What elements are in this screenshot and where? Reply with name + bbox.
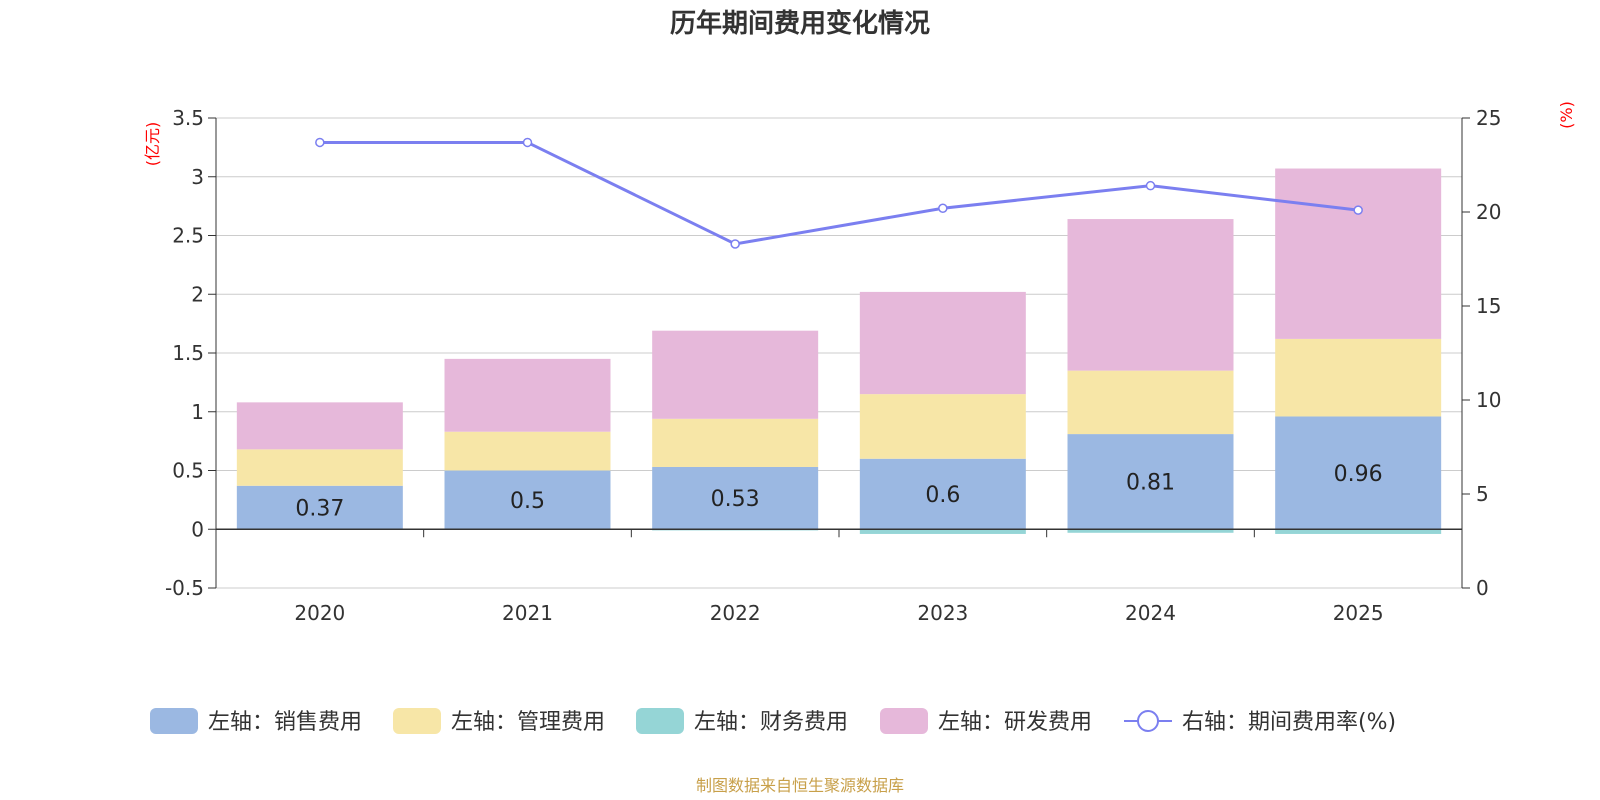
- gridlines: [216, 117, 1462, 589]
- legend-label: 右轴：期间费用率(%): [1182, 710, 1396, 735]
- bar-segment: [236, 402, 403, 450]
- axes: 3.5 3 2.5 2 1.5 1 0.5 0 -0.5 25 20 15 10 5 0 2020 2021 20…: [165, 106, 1501, 625]
- bar-segment: [1067, 219, 1234, 371]
- bar-segment: [652, 466, 819, 530]
- bar-segment: [1275, 168, 1442, 339]
- left-tick-label: 0.5: [172, 459, 204, 483]
- rate-point: [938, 203, 948, 213]
- left-tick-label: 3.5: [172, 106, 204, 130]
- bar-data-label: 0.53: [711, 487, 760, 512]
- legend-label: 左轴：管理费用: [451, 710, 605, 735]
- x-tick-label: 2020: [294, 601, 345, 625]
- left-axis-unit: (亿元): [143, 122, 162, 167]
- bar-segment: [1275, 529, 1442, 534]
- bar-segment: [236, 449, 403, 486]
- rate-line: [319, 140, 1359, 246]
- bar-segment: [859, 291, 1026, 395]
- source-note: 制图数据来自恒生聚源数据库: [696, 776, 904, 795]
- bar-segment: [859, 394, 1026, 459]
- legend: 左轴：销售费用 左轴：管理费用 左轴：财务费用 左轴：研发费用 右轴：期间费用率(%): [150, 708, 1396, 735]
- bar-segment: [1275, 338, 1442, 417]
- bar-segment: [1275, 416, 1442, 530]
- legend-swatch: [150, 708, 198, 734]
- bar-segment: [236, 485, 403, 530]
- left-tick-label: 2.5: [172, 224, 204, 248]
- legend-swatch: [880, 708, 928, 734]
- legend-swatch: [636, 708, 684, 734]
- bar-segment: [1067, 529, 1234, 533]
- bar-segment: [1067, 370, 1234, 435]
- right-tick-label: 5: [1476, 482, 1489, 506]
- x-tick-label: 2024: [1125, 601, 1176, 625]
- bar-data-label: 0.5: [510, 489, 545, 514]
- bar-series: [236, 168, 1442, 534]
- left-tick-label: 3: [191, 165, 204, 189]
- rate-point: [315, 137, 325, 148]
- legend-label: 左轴：研发费用: [938, 710, 1092, 735]
- bar-segment: [444, 431, 611, 471]
- rate-point: [1353, 205, 1363, 215]
- bar-segment: [1067, 434, 1234, 530]
- left-tick-label: 1: [191, 400, 204, 424]
- legend-swatch: [393, 708, 441, 734]
- left-tick-label: 2: [191, 282, 204, 306]
- x-tick-label: 2022: [710, 601, 761, 625]
- bar-data-label: 0.6: [925, 483, 960, 508]
- bar-segment: [444, 358, 611, 432]
- left-tick-label: -0.5: [165, 576, 204, 600]
- bar-data-label: 0.37: [295, 497, 344, 522]
- legend-label: 左轴：财务费用: [694, 710, 848, 735]
- bar-segment: [859, 458, 1026, 530]
- bar-data-label: 0.81: [1126, 471, 1175, 496]
- x-tick-label: 2025: [1333, 601, 1384, 625]
- bar-data-label: 0.96: [1334, 462, 1383, 487]
- right-axis-unit: (%): [1557, 101, 1576, 129]
- data-labels: 0.37 0.5 0.53 0.6 0.81 0.96: [295, 462, 1382, 522]
- bar-segment: [859, 529, 1026, 534]
- rate-point: [522, 137, 533, 148]
- right-tick-label: 15: [1476, 294, 1501, 318]
- right-tick-label: 25: [1476, 106, 1501, 130]
- x-tick-label: 2021: [502, 601, 553, 625]
- rate-point: [730, 239, 740, 249]
- left-tick-label: 1.5: [172, 341, 204, 365]
- bar-segment: [652, 418, 819, 467]
- right-tick-label: 10: [1476, 388, 1501, 412]
- bar-segment: [652, 330, 819, 419]
- left-tick-label: 0: [191, 517, 204, 541]
- chart-title: 历年期间费用变化情况: [670, 8, 930, 39]
- x-tick-label: 2023: [917, 601, 968, 625]
- rate-line-series: [315, 137, 1363, 249]
- legend-label: 左轴：销售费用: [208, 710, 362, 735]
- legend-point-marker: [1137, 710, 1159, 732]
- rate-point: [1145, 180, 1156, 191]
- right-tick-label: 20: [1476, 200, 1501, 224]
- bar-segment: [444, 470, 611, 530]
- right-tick-label: 0: [1476, 576, 1489, 600]
